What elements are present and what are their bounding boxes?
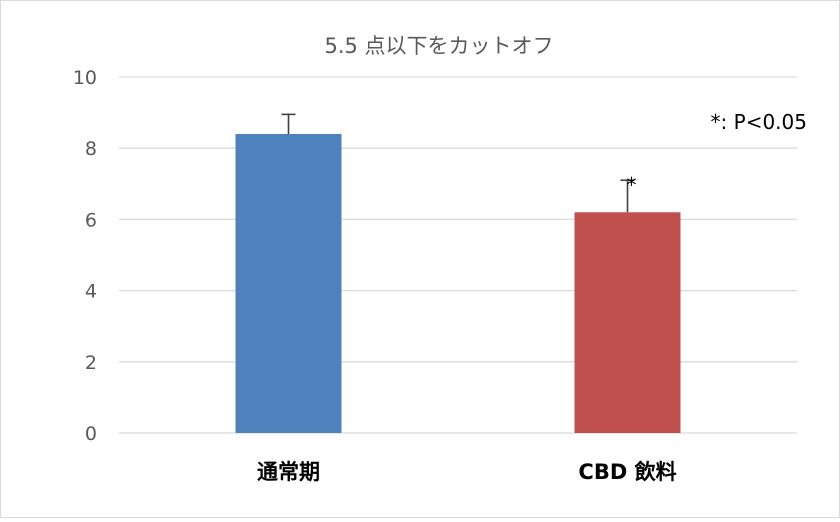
y-tick-label-6: 6 — [85, 209, 97, 231]
y-tick-label-0: 0 — [85, 423, 97, 445]
y-tick-label-2: 2 — [85, 352, 97, 374]
x-category-label-1: CBD 飲料 — [578, 460, 676, 484]
error-bars: * — [281, 113, 637, 213]
bar-0 — [235, 133, 342, 433]
y-tick-label-8: 8 — [85, 138, 97, 160]
y-axis-ticks: 0 2 4 6 8 10 — [73, 67, 97, 445]
chart-title: 5.5 点以下をカットオフ — [324, 34, 553, 58]
significance-annotation: *: P<0.05 — [711, 110, 807, 134]
y-tick-label-4: 4 — [85, 281, 97, 303]
y-tick-label-10: 10 — [73, 67, 97, 89]
bars — [235, 133, 681, 433]
gridlines — [119, 76, 797, 434]
bar-1 — [574, 212, 681, 433]
x-axis-categories: 通常期 CBD 飲料 — [257, 460, 677, 484]
significance-mark-1: * — [627, 173, 637, 197]
x-category-label-0: 通常期 — [257, 460, 320, 484]
